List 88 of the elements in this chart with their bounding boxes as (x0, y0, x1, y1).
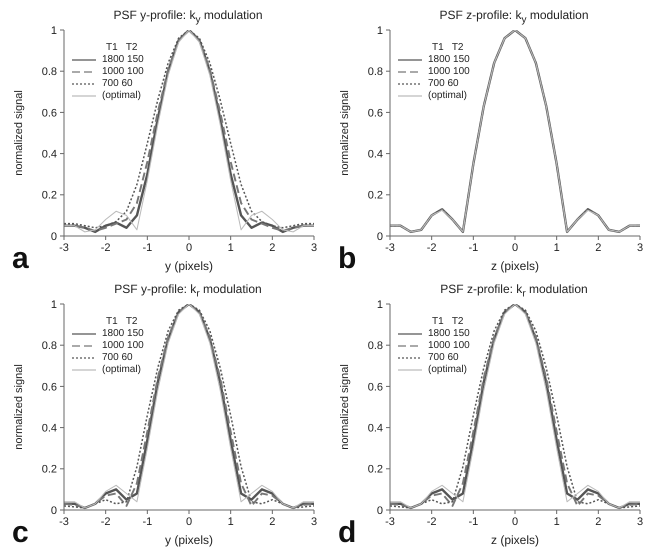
y-tick-label: 1 (50, 298, 57, 311)
x-tick-label: -1 (468, 242, 478, 254)
x-tick-label: -1 (142, 516, 152, 528)
legend-label: 700 60 (428, 78, 459, 90)
y-tick-label: 1 (376, 24, 383, 37)
x-tick-label: 1 (554, 242, 560, 254)
x-tick-label: -1 (468, 516, 478, 528)
x-axis-title: z (pixels) (490, 259, 540, 273)
y-tick-label: 0.4 (42, 148, 57, 161)
x-tick-label: -3 (385, 516, 395, 528)
y-tick-label: 0.6 (42, 381, 57, 394)
x-axis-title: z (pixels) (490, 533, 540, 547)
x-tick-label: 2 (595, 516, 602, 528)
x-tick-label: 3 (636, 242, 644, 254)
x-tick-label: -2 (426, 516, 437, 528)
legend-title: T1 T2 (105, 316, 138, 328)
x-tick-label: -2 (426, 242, 437, 254)
x-tick-label: 0 (186, 516, 192, 528)
y-tick-label: 0 (376, 504, 383, 517)
x-tick-label: 3 (310, 516, 318, 528)
x-tick-label: 3 (636, 516, 644, 528)
x-axis-title: y (pixels) (164, 259, 214, 273)
x-tick-label: -2 (100, 516, 111, 528)
y-tick-label: 0.8 (42, 340, 57, 352)
y-tick-label: 0.6 (368, 381, 383, 394)
x-tick-label: 2 (269, 242, 276, 254)
y-tick-label: 0.2 (368, 190, 383, 202)
x-tick-label: 2 (269, 516, 276, 528)
legend-label: 1800 150 (428, 328, 470, 340)
x-tick-label: 0 (512, 242, 518, 254)
x-tick-label: -3 (385, 242, 395, 254)
legend-label: 1800 150 (428, 54, 470, 66)
text: a (12, 242, 29, 275)
legend-label: 700 60 (102, 352, 133, 364)
text: d (338, 516, 356, 549)
y-tick-label: 0.8 (42, 66, 57, 78)
chart-title: PSF z-profile: k$_{y}$ modulation (438, 8, 590, 26)
y-axis-title: normalized signal (338, 364, 351, 450)
legend-label: 1000 100 (428, 340, 470, 352)
chart-title: PSF y-profile: k$_{y}$ modulation (112, 8, 264, 26)
legend-label: 700 60 (102, 78, 133, 90)
legend-label: 1800 150 (102, 54, 144, 66)
chart-title: PSF z-profile: k$_{r}$ modulation (439, 282, 589, 300)
x-tick-label: 1 (228, 242, 234, 254)
y-tick-label: 0.4 (368, 148, 383, 161)
y-tick-label: 1 (50, 24, 57, 37)
y-tick-label: 0 (50, 230, 57, 243)
y-tick-label: 0.4 (42, 422, 57, 435)
legend-label: (optimal) (102, 90, 141, 102)
x-tick-label: 3 (310, 242, 318, 254)
legend-title: T1 T2 (431, 42, 464, 54)
legend-label: (optimal) (102, 364, 141, 376)
y-tick-label: 0 (50, 504, 57, 517)
y-axis-title: normalized signal (338, 90, 351, 176)
x-tick-label: 0 (512, 516, 518, 528)
x-tick-label: -3 (59, 516, 69, 528)
y-tick-label: 0.2 (368, 464, 383, 476)
legend-label: 1000 100 (102, 340, 144, 352)
legend-label: (optimal) (428, 90, 467, 102)
chart-title: PSF y-profile: k$_{r}$ modulation (113, 282, 263, 300)
legend-label: 1800 150 (102, 328, 144, 340)
legend-label: 700 60 (428, 352, 459, 364)
y-tick-label: 0.6 (42, 107, 57, 120)
x-tick-label: -1 (142, 242, 152, 254)
y-axis-title: normalized signal (12, 364, 25, 450)
y-tick-label: 0.2 (42, 464, 57, 476)
x-tick-label: 1 (228, 516, 234, 528)
y-tick-label: 0.6 (368, 107, 383, 120)
legend-title: T1 T2 (105, 42, 138, 54)
y-axis-title: normalized signal (12, 90, 25, 176)
y-tick-label: 0 (376, 230, 383, 243)
x-tick-label: -3 (59, 242, 69, 254)
text: b (338, 242, 356, 275)
x-tick-label: 2 (595, 242, 602, 254)
y-tick-label: 0.2 (42, 190, 57, 202)
x-tick-label: -2 (100, 242, 111, 254)
x-axis-title: y (pixels) (164, 533, 214, 547)
x-tick-label: 0 (186, 242, 192, 254)
y-tick-label: 0.4 (368, 422, 383, 435)
y-tick-label: 0.8 (368, 340, 383, 352)
y-tick-label: 1 (376, 298, 383, 311)
x-tick-label: 1 (554, 516, 560, 528)
legend-label: (optimal) (428, 364, 467, 376)
text: c (12, 516, 29, 549)
y-tick-label: 0.8 (368, 66, 383, 78)
legend-label: 1000 100 (102, 66, 144, 78)
legend-label: 1000 100 (428, 66, 470, 78)
legend-title: T1 T2 (431, 316, 464, 328)
